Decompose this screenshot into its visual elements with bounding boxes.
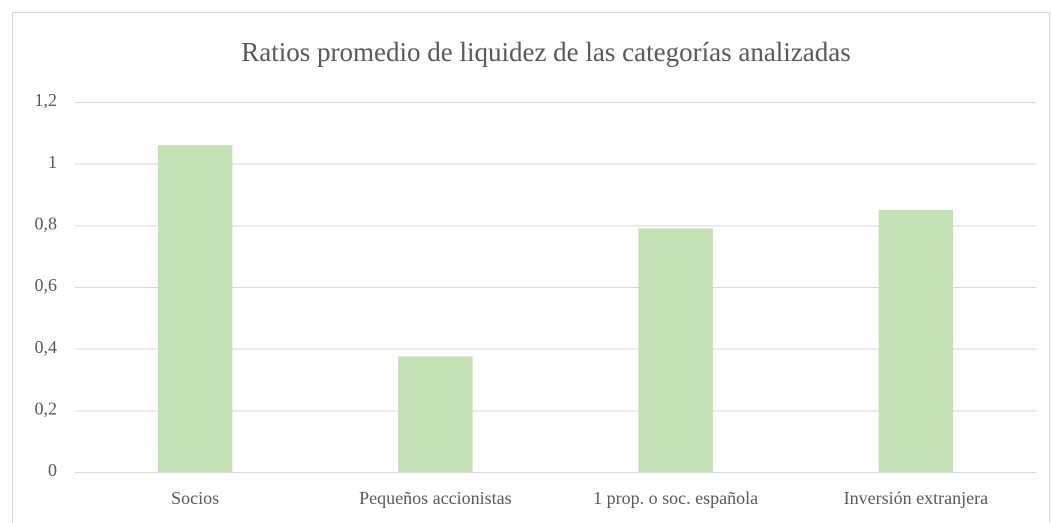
x-tick-label: Inversión extranjera — [844, 488, 988, 508]
chart-title: Ratios promedio de liquidez de las categ… — [241, 37, 851, 67]
y-tick-label: 0,4 — [35, 337, 58, 357]
y-tick-label: 0 — [48, 460, 57, 480]
y-tick-label: 1 — [48, 152, 57, 172]
y-tick-label: 0,8 — [35, 213, 58, 233]
bar — [878, 209, 954, 472]
x-tick-label: 1 prop. o soc. española — [593, 488, 758, 508]
x-tick-label: Socios — [171, 488, 219, 508]
x-tick-label: Pequeños accionistas — [359, 488, 511, 508]
bar — [638, 228, 713, 472]
bar — [398, 356, 473, 472]
y-tick-label: 0,2 — [35, 398, 58, 418]
y-tick-label: 1,2 — [35, 90, 58, 110]
y-tick-label: 0,6 — [35, 275, 58, 295]
bar — [157, 145, 233, 472]
